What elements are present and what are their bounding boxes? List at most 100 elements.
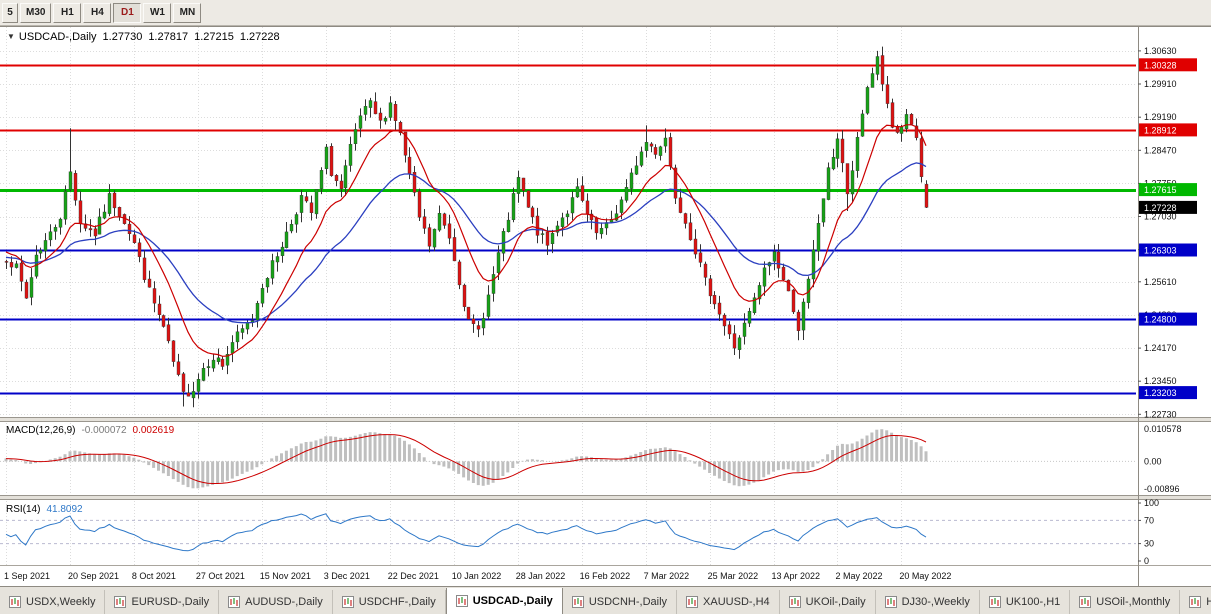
svg-text:30: 30 [1144, 539, 1154, 549]
svg-text:1.28912: 1.28912 [1144, 125, 1177, 135]
date-axis: 1 Sep 2021 20 Sep 2021 8 Oct 2021 27 Oct 20… [4, 571, 951, 581]
rsi-value: 41.8092 [46, 504, 83, 515]
chart-tab-icon [571, 596, 584, 608]
level-price-tag[interactable]: 1.24800 [1139, 312, 1197, 326]
chart-tab-usdchf-daily[interactable]: USDCHF-,Daily [332, 590, 446, 614]
ma-slow-line[interactable] [5, 162, 927, 324]
timeframe-toolbar: 5 M30 H1 H4 D1 W1 MN [0, 0, 1211, 26]
mini-chart-icon [884, 596, 897, 608]
chart-tab-ukoil-daily[interactable]: UKOil-,Daily [779, 590, 876, 614]
timeframe-button-mn[interactable]: MN [173, 2, 202, 23]
mini-chart-icon [114, 596, 127, 608]
timeframe-button-m30[interactable]: M30 [20, 2, 52, 23]
level-price-tag[interactable]: 1.27615 [1139, 183, 1197, 197]
level-price-tag[interactable]: 1.28912 [1139, 123, 1197, 137]
chart-tab-eurusd-daily[interactable]: EURUSD-,Daily [105, 590, 220, 614]
chart-tab-label: UKOil-,Daily [805, 596, 866, 608]
chart-tab-usdcnh-daily[interactable]: USDCNH-,Daily [562, 590, 678, 614]
chart-tab-label: DJ30-,Weekly [901, 596, 970, 608]
svg-text:25 Mar 2022: 25 Mar 2022 [708, 571, 759, 581]
svg-text:100: 100 [1144, 498, 1159, 508]
svg-text:28 Jan 2022: 28 Jan 2022 [516, 571, 566, 581]
rsi-name: RSI(14) [6, 504, 41, 515]
chart-tab-label: USDCNH-,Daily [588, 596, 668, 608]
chart-tab-label: HK50- [1206, 596, 1211, 608]
timeframe-button-h4[interactable]: H4 [83, 2, 112, 23]
svg-text:1.25610: 1.25610 [1144, 277, 1177, 287]
macd-value: -0.000072 [81, 425, 127, 436]
svg-text:8 Oct 2021: 8 Oct 2021 [132, 571, 176, 581]
timeframe-button-5[interactable]: 5 [2, 2, 18, 23]
chart-tab-usdx-weekly[interactable]: USDX,Weekly [0, 590, 106, 614]
chart-tab-uk100-h1[interactable]: UK100-,H1 [979, 590, 1071, 614]
level-price-tag[interactable]: 1.23203 [1139, 386, 1197, 400]
svg-text:1.23203: 1.23203 [1144, 388, 1177, 398]
panel-separator[interactable] [0, 417, 1211, 422]
mini-chart-icon [686, 596, 699, 608]
svg-text:13 Apr 2022: 13 Apr 2022 [772, 571, 821, 581]
mini-chart-icon [228, 596, 241, 608]
level-price-tag[interactable]: 1.30328 [1139, 58, 1197, 72]
chart-tab-usoil-monthly[interactable]: USOil-,Monthly [1070, 590, 1181, 614]
mini-chart-icon [788, 596, 801, 608]
svg-text:2 May 2022: 2 May 2022 [836, 571, 883, 581]
svg-text:1.30630: 1.30630 [1144, 46, 1177, 56]
macd-name: MACD(12,26,9) [6, 425, 76, 436]
svg-text:1.27030: 1.27030 [1144, 212, 1177, 222]
chart-tab-usdcad-daily[interactable]: USDCAD-,Daily [445, 588, 563, 614]
mini-chart-icon [455, 595, 468, 607]
level-price-tag[interactable]: 1.27228 [1139, 200, 1197, 214]
mini-chart-icon [1079, 596, 1092, 608]
ma-fast-line[interactable] [5, 124, 927, 357]
svg-text:7 Mar 2022: 7 Mar 2022 [644, 571, 690, 581]
chart-tab-icon [1079, 596, 1092, 608]
chart-window: 1.306301.299101.291901.284701.277501.270… [0, 26, 1211, 587]
timeframe-button-w1[interactable]: W1 [143, 2, 172, 23]
chart-tab-icon [341, 596, 354, 608]
chart-tab-label: USDX,Weekly [26, 596, 96, 608]
svg-text:70: 70 [1144, 515, 1154, 525]
collapse-chart-icon[interactable]: ▼ [7, 32, 15, 41]
chart-tab-icon [228, 596, 241, 608]
svg-text:15 Nov 2021: 15 Nov 2021 [260, 571, 311, 581]
chart-tab-icon [114, 596, 127, 608]
svg-text:1.29190: 1.29190 [1144, 112, 1177, 122]
macd-indicator-label: MACD(12,26,9) -0.000072 0.002619 [6, 425, 174, 436]
chart-tab-icon [455, 595, 468, 607]
quote-open: 1.27730 [102, 31, 143, 43]
chart-tab-audusd-daily[interactable]: AUDUSD-,Daily [219, 590, 333, 614]
chart-tab-label: USDCHF-,Daily [358, 596, 436, 608]
svg-text:1.30328: 1.30328 [1144, 60, 1177, 70]
svg-text:1.24170: 1.24170 [1144, 343, 1177, 353]
candlestick-series [4, 46, 929, 408]
chart-tab-hk50[interactable]: HK50- [1180, 590, 1211, 614]
svg-text:-0.00896: -0.00896 [1144, 484, 1180, 494]
chart-tab-label: UK100-,H1 [1005, 596, 1061, 608]
chart-tab-icon [884, 596, 897, 608]
chart-tab-icon [988, 596, 1001, 608]
chart-tab-xauusd-h4[interactable]: XAUUSD-,H4 [677, 590, 780, 614]
chart-tab-label: AUDUSD-,Daily [245, 596, 323, 608]
quote-close: 1.27228 [239, 31, 280, 43]
mini-chart-icon [341, 596, 354, 608]
mini-chart-icon [1189, 596, 1202, 608]
chart-canvas[interactable]: 1.306301.299101.291901.284701.277501.270… [0, 27, 1211, 587]
svg-text:1.23450: 1.23450 [1144, 376, 1177, 386]
svg-text:1.28470: 1.28470 [1144, 145, 1177, 155]
svg-text:1.27615: 1.27615 [1144, 185, 1177, 195]
macd-signal-value: 0.002619 [132, 425, 175, 436]
mini-chart-icon [9, 596, 21, 608]
timeframe-button-h1[interactable]: H1 [53, 2, 82, 23]
chart-tab-dj30-weekly[interactable]: DJ30-,Weekly [875, 590, 980, 614]
svg-text:1.22730: 1.22730 [1144, 409, 1177, 419]
quote-low: 1.27215 [194, 31, 234, 43]
svg-text:20 Sep 2021: 20 Sep 2021 [68, 571, 119, 581]
svg-text:22 Dec 2021: 22 Dec 2021 [388, 571, 439, 581]
timeframe-button-d1[interactable]: D1 [113, 2, 142, 23]
panel-separator[interactable] [0, 495, 1211, 500]
level-price-tag[interactable]: 1.26303 [1139, 243, 1197, 257]
svg-text:1.27228: 1.27228 [1144, 203, 1177, 213]
svg-text:16 Feb 2022: 16 Feb 2022 [580, 571, 631, 581]
svg-text:20 May 2022: 20 May 2022 [899, 571, 951, 581]
rsi-indicator-label: RSI(14) 41.8092 [6, 504, 83, 515]
